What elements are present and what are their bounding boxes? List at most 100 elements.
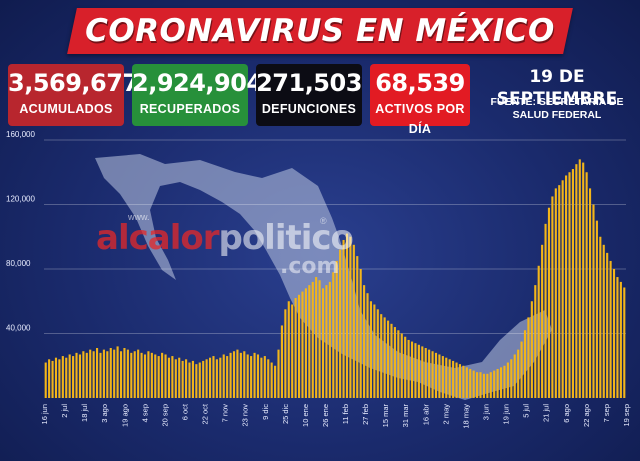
bar-series <box>44 159 626 399</box>
x-tick-label: 7 sep <box>602 404 611 422</box>
bar <box>150 352 153 398</box>
bar <box>356 256 359 398</box>
bar <box>434 352 438 398</box>
bar <box>458 364 462 398</box>
bar <box>424 348 427 398</box>
bar <box>523 330 527 398</box>
bar <box>561 180 564 398</box>
bar <box>558 185 561 398</box>
x-tick-label: 26 ene <box>321 404 330 427</box>
x-tick-label: 3 ago <box>100 404 109 423</box>
stat-defunciones: 271,503 DEFUNCIONES <box>256 64 362 126</box>
bar <box>578 159 581 398</box>
stat-defunciones-label: DEFUNCIONES <box>261 102 357 116</box>
bar <box>143 354 147 398</box>
bar <box>541 244 544 398</box>
bar <box>75 352 78 398</box>
bar <box>164 354 167 398</box>
bar <box>308 285 311 399</box>
x-tick-label: 19 jun <box>502 404 511 424</box>
bar <box>582 162 585 398</box>
bar <box>126 349 129 399</box>
bar <box>476 372 479 398</box>
bar <box>599 236 602 398</box>
bar <box>609 260 612 398</box>
bar <box>106 351 109 398</box>
bar <box>623 287 626 398</box>
bar <box>99 352 102 398</box>
bar <box>400 333 403 398</box>
bar <box>592 204 595 398</box>
x-tick-label: 5 jul <box>522 404 531 418</box>
page-title: CORONAVIRUS EN MÉXICO <box>85 13 555 49</box>
bar <box>534 285 537 399</box>
x-tick-label: 21 jul <box>542 404 551 422</box>
bar <box>58 359 61 398</box>
bar <box>263 356 266 398</box>
bar <box>612 269 616 398</box>
bar <box>96 348 99 398</box>
bar <box>236 349 239 399</box>
x-tick-label: 2 may <box>441 404 450 425</box>
bar <box>116 346 119 398</box>
watermark-com: .com <box>280 254 340 279</box>
bar <box>510 359 513 398</box>
bar <box>407 339 410 398</box>
stat-acumulados-value: 3,569,677 <box>8 69 139 97</box>
bar <box>239 352 242 398</box>
bar <box>503 365 506 398</box>
bar <box>297 294 301 398</box>
bar <box>82 351 85 398</box>
bar <box>606 252 609 399</box>
bar <box>479 372 482 398</box>
bar <box>250 356 253 398</box>
bar <box>390 323 393 398</box>
bar <box>48 359 51 398</box>
bar <box>167 357 171 398</box>
watermark-logo: alcalorpolitico <box>96 218 354 258</box>
bar <box>469 368 472 398</box>
stat-acumulados: 3,569,677 ACUMULADOS <box>8 64 139 126</box>
bar <box>171 356 174 398</box>
bar <box>130 352 133 398</box>
bar <box>68 354 71 398</box>
y-tick-label: 80,000 <box>6 259 31 268</box>
bar <box>455 362 458 398</box>
bar <box>537 265 540 398</box>
bar <box>191 360 194 398</box>
bar <box>280 325 283 398</box>
bar <box>198 362 201 398</box>
y-tick-label: 120,000 <box>6 195 35 204</box>
bar <box>89 349 92 399</box>
x-tick-label: 3 jun <box>482 404 491 420</box>
x-tick-label: 25 dic <box>281 404 290 424</box>
bar <box>366 293 369 398</box>
bar <box>482 373 485 398</box>
bar <box>287 301 290 398</box>
bar <box>113 349 116 399</box>
bar <box>51 360 54 398</box>
bar <box>109 348 112 398</box>
bar <box>85 352 88 398</box>
bar <box>161 352 164 398</box>
bar <box>315 277 318 398</box>
bar <box>181 360 184 398</box>
bar <box>157 356 160 398</box>
bar <box>291 304 294 398</box>
bar <box>345 233 349 398</box>
bar <box>147 351 150 398</box>
bar <box>421 346 424 398</box>
bar <box>438 354 441 398</box>
x-tick-label: 18 jul <box>80 404 89 422</box>
cases-bar-chart: 160,000 120,000 80,000 40,000 16 jun 2 jul 18… <box>6 130 631 429</box>
data-source: FUENTE: SECRETARÍA DE SALUD FEDERAL <box>482 96 632 122</box>
x-tick-label: 7 nov <box>221 404 230 423</box>
bar <box>72 356 75 398</box>
bar <box>277 349 280 399</box>
bar <box>506 362 509 398</box>
watermark-registered: ® <box>320 216 327 226</box>
bar <box>472 370 475 398</box>
bar <box>387 320 390 398</box>
bar <box>489 372 492 398</box>
bar <box>486 373 489 398</box>
